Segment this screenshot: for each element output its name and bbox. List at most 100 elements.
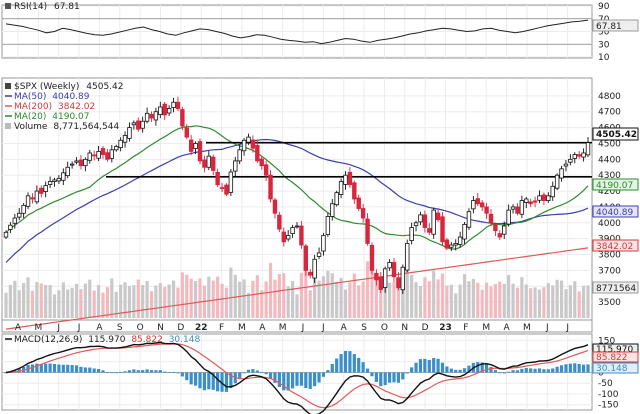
price-candle [502, 221, 507, 239]
price-candle [308, 269, 313, 279]
price-candle [109, 145, 115, 163]
volume-bar [260, 290, 264, 318]
macd-histogram-bar [123, 371, 127, 373]
volume-bar [502, 283, 506, 318]
price-candle [462, 222, 467, 244]
volume-bar [74, 283, 79, 318]
price-candle [263, 160, 269, 181]
volume-bar [423, 277, 427, 318]
volume-bar [61, 282, 65, 318]
rsi-tick-label: 30 [598, 40, 610, 50]
macd-histogram-bar [30, 364, 35, 373]
macd-histogram-bar [136, 370, 140, 373]
volume-bar [564, 289, 568, 318]
price-candle [166, 105, 172, 117]
price-tick-label: 4500 [598, 139, 621, 149]
macd-histogram-bar [39, 363, 43, 373]
volume-bar [149, 291, 154, 318]
price-candle [30, 193, 35, 204]
macd-histogram-bar [202, 372, 207, 391]
x-tick-label: F [463, 323, 468, 333]
volume-bar [198, 278, 202, 318]
volume-bar [299, 272, 304, 318]
price-candle [493, 222, 498, 236]
macd-histogram-bar [193, 372, 198, 386]
macd-histogram-bar [154, 370, 158, 373]
volume-bar [123, 282, 127, 318]
macd-histogram-bar [440, 362, 445, 373]
svg-text:RSI(14) 67.81: RSI(14) 67.81 [14, 2, 80, 12]
macd-histogram-bar [559, 365, 564, 373]
price-candle [272, 197, 278, 219]
volume-bar [321, 276, 326, 318]
volume-bar [489, 286, 493, 318]
price-candle [96, 146, 101, 162]
volume-bar [396, 280, 401, 318]
macd-histogram-bar [533, 368, 537, 373]
price-candle [105, 149, 110, 162]
volume-bar [537, 289, 542, 318]
volume-bar [295, 294, 299, 318]
x-tick-label: A [15, 323, 22, 333]
volume-bar [387, 282, 392, 318]
macd-histogram-bar [581, 364, 586, 373]
price-candle [299, 221, 304, 249]
rsi-tick-label: 10 [598, 53, 610, 63]
price-candle [17, 208, 22, 221]
macd-histogram-bar [484, 364, 489, 373]
volume-bar [171, 280, 176, 318]
volume-bar [304, 262, 308, 318]
macd-histogram-bar [224, 372, 229, 392]
price-candle [241, 137, 247, 156]
price-candle [91, 150, 97, 161]
macd-histogram-bar [273, 372, 277, 383]
macd-histogram-bar [436, 358, 440, 373]
macd-histogram-bar [185, 372, 189, 381]
price-candle [69, 161, 75, 169]
price-candle [563, 159, 569, 172]
macd-histogram-bar [365, 368, 370, 373]
price-candle [149, 111, 154, 123]
macd-histogram-bar [35, 363, 39, 373]
price-tick-label: 3800 [598, 251, 621, 261]
macd-histogram-bar [454, 369, 458, 373]
volume-bar [348, 282, 352, 318]
volume-bar [101, 292, 105, 318]
volume-bar [264, 281, 268, 318]
volume-bar [573, 281, 577, 318]
macd-histogram-bar [313, 372, 317, 387]
svg-text:30.148: 30.148 [596, 364, 628, 374]
macd-histogram-bar [361, 362, 365, 373]
macd-histogram-bar [449, 368, 453, 373]
svg-text:67.81: 67.81 [596, 22, 622, 32]
price-candle [453, 239, 458, 251]
macd-histogram-bar [132, 369, 136, 373]
volume-bar [290, 281, 295, 318]
macd-histogram-bar [83, 367, 87, 373]
x-tick-label: J [77, 323, 81, 333]
price-candle [114, 144, 119, 152]
volume-bar [507, 275, 511, 318]
price-candle [61, 168, 66, 186]
x-tick-label: M [482, 323, 490, 333]
volume-bar [119, 284, 123, 318]
price-candle [52, 177, 57, 187]
volume-bar [96, 285, 101, 318]
volume-bar [83, 283, 87, 318]
volume-bar [48, 285, 52, 318]
last-price-text: 4505.42 [86, 82, 123, 92]
macd-histogram-bar [392, 372, 396, 383]
price-candle [162, 101, 167, 121]
volume-bar [511, 283, 515, 318]
symbol-label: $SPX (Weekly) [14, 82, 79, 92]
price-candle [365, 213, 370, 246]
volume-bar [542, 287, 546, 318]
volume-bar [110, 278, 114, 318]
x-tick-label: O [381, 323, 388, 333]
svg-text:4190.07: 4190.07 [596, 181, 633, 191]
volume-bar [559, 280, 564, 318]
volume-bar [193, 281, 198, 318]
volume-bar [26, 277, 30, 318]
macd-histogram-bar [167, 372, 171, 373]
macd-histogram-bar [290, 372, 295, 389]
